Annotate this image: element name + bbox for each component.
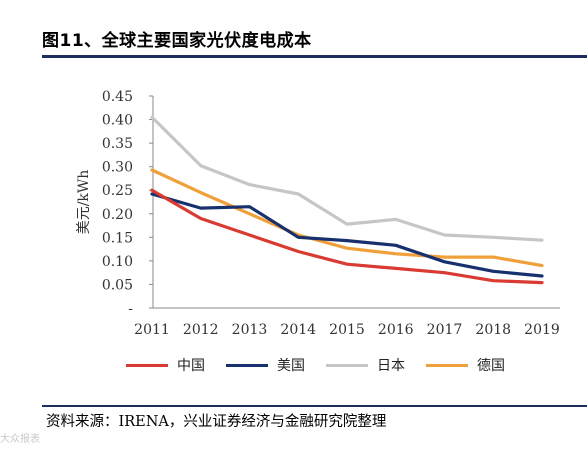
y-tick-label: 0.35 xyxy=(102,136,133,152)
source-rule xyxy=(42,405,587,407)
x-tick-label: 2014 xyxy=(280,322,316,338)
y-tick-label: - xyxy=(128,301,133,317)
legend-swatch-usa xyxy=(226,363,268,367)
x-tick-label: 2019 xyxy=(524,322,560,338)
y-tick-label: 0.20 xyxy=(102,207,133,223)
x-tick-label: 2013 xyxy=(232,322,268,338)
legend-label-japan: 日本 xyxy=(377,358,405,374)
source-note: 资料来源：IRENA，兴业证券经济与金融研究院整理 xyxy=(46,414,387,430)
x-tick-label: 2016 xyxy=(378,322,414,338)
series-line-2 xyxy=(150,115,544,242)
watermark: 大众报表 xyxy=(0,434,40,445)
page-title: 图11、全球主要国家光伏度电成本 xyxy=(42,31,312,51)
y-tick-label: 0.05 xyxy=(102,277,133,293)
x-tick-label: 2015 xyxy=(329,322,365,338)
series-line-1 xyxy=(150,192,544,278)
title-rule xyxy=(42,55,587,58)
y-tick-label: 0.30 xyxy=(102,160,133,176)
y-axis-title: 美元/kWh xyxy=(76,170,92,235)
legend-swatch-germany xyxy=(426,363,468,367)
y-tick-label: 0.25 xyxy=(102,183,133,199)
x-tick-label: 2012 xyxy=(183,322,219,338)
legend-swatch-japan xyxy=(326,363,368,367)
y-tick-label: 0.40 xyxy=(102,113,133,129)
legend-item-japan: 日本 xyxy=(326,357,405,374)
legend-label-usa: 美国 xyxy=(277,358,305,374)
x-tick-label: 2018 xyxy=(475,322,511,338)
x-tick-label: 2017 xyxy=(427,322,463,338)
legend-item-germany: 德国 xyxy=(426,357,505,374)
legend-swatch-china xyxy=(126,363,168,367)
y-tick-label: 0.45 xyxy=(102,89,133,105)
line-chart: - 0.05 0.10 0.15 0.20 0.25 0.30 0.35 0.40 0.45 201… xyxy=(76,89,560,338)
legend-item-usa: 美国 xyxy=(226,357,305,374)
legend-label-china: 中国 xyxy=(177,358,205,374)
y-tick-label: 0.10 xyxy=(102,254,133,270)
series-line-3 xyxy=(150,168,544,268)
legend-item-china: 中国 xyxy=(126,357,205,374)
x-tick-label: 2011 xyxy=(134,322,170,338)
legend-label-germany: 德国 xyxy=(477,358,505,374)
y-tick-label: 0.15 xyxy=(102,230,133,246)
series-line-0 xyxy=(150,188,544,285)
